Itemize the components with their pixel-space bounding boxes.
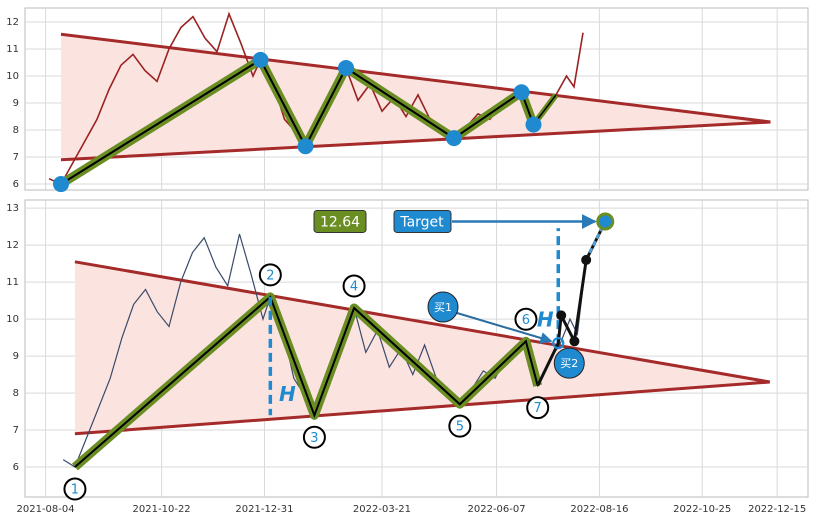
projection-point <box>569 336 580 347</box>
pattern-point-badge <box>258 263 282 287</box>
pattern-point <box>446 130 462 147</box>
y-tick-label: 6 <box>13 179 19 190</box>
y-tick-label: 7 <box>13 152 19 163</box>
buy-arrow <box>456 312 553 344</box>
buy-point <box>552 337 565 350</box>
pattern-point <box>338 59 354 76</box>
y-tick-label: 6 <box>13 462 19 473</box>
projection-point <box>556 310 567 321</box>
pattern-point <box>513 84 530 101</box>
y-tick-label: 8 <box>13 388 19 399</box>
pattern-point-label: 4 <box>350 280 358 295</box>
pattern-point-label: 5 <box>456 420 464 435</box>
trend-line <box>60 32 771 124</box>
y-tick-label: 7 <box>13 425 19 436</box>
triangle-fill <box>74 261 770 434</box>
x-tick-label: 2021-10-22 <box>133 504 191 515</box>
pattern-point <box>53 176 69 193</box>
buy-badge <box>427 291 459 323</box>
y-tick-label: 10 <box>6 71 19 82</box>
pattern-point <box>525 116 542 133</box>
target-value-box <box>313 209 367 233</box>
pattern-point-badge <box>302 425 326 449</box>
x-tick-label: 2021-12-31 <box>235 504 293 515</box>
trend-line <box>74 260 771 384</box>
target-label: Target <box>399 214 444 230</box>
y-tick-label: 8 <box>13 125 19 136</box>
height-label: H <box>537 308 554 332</box>
buy-badge <box>553 347 585 379</box>
pattern-point-badge <box>526 396 550 420</box>
pattern-point-label: 7 <box>534 401 542 416</box>
y-tick-label: 12 <box>6 17 19 28</box>
x-tick-label: 2022-03-21 <box>353 504 411 515</box>
target-point <box>596 212 615 231</box>
pattern-point <box>297 138 314 155</box>
y-tick-label: 11 <box>6 44 19 55</box>
triangle-fill <box>61 34 771 160</box>
pattern-point-label: 2 <box>266 268 274 283</box>
pattern-line <box>74 295 539 468</box>
x-tick-label: 2022-12-15 <box>748 504 806 515</box>
pattern-point-label: 3 <box>310 431 318 446</box>
trend-line <box>60 120 771 162</box>
y-tick-label: 9 <box>13 98 19 109</box>
projection-point <box>581 254 592 265</box>
y-tick-label: 10 <box>6 314 19 325</box>
target-box <box>393 209 452 233</box>
y-tick-label: 11 <box>6 277 19 288</box>
pattern-point-label: 1 <box>71 483 79 498</box>
pattern-point-badge <box>63 477 87 501</box>
target-value: 12.64 <box>320 214 360 230</box>
pattern-point <box>252 51 269 68</box>
x-tick-label: 2021-08-04 <box>17 504 75 515</box>
buy-label: 买2 <box>560 357 578 370</box>
x-tick-label: 2022-10-25 <box>673 504 731 515</box>
buy-label: 买1 <box>434 301 452 314</box>
x-tick-label: 2022-08-16 <box>570 504 628 515</box>
pattern-point-badge <box>342 274 366 298</box>
pattern-point-badge <box>448 414 472 438</box>
trend-line <box>74 380 770 436</box>
projection-line <box>536 220 607 387</box>
pattern-point-badge <box>514 307 538 331</box>
height-label: H <box>279 382 296 406</box>
y-tick-label: 13 <box>6 203 19 214</box>
y-tick-label: 9 <box>13 351 19 362</box>
pattern-point-label: 6 <box>522 313 530 328</box>
y-tick-label: 12 <box>6 240 19 251</box>
x-tick-label: 2022-06-07 <box>468 504 526 515</box>
